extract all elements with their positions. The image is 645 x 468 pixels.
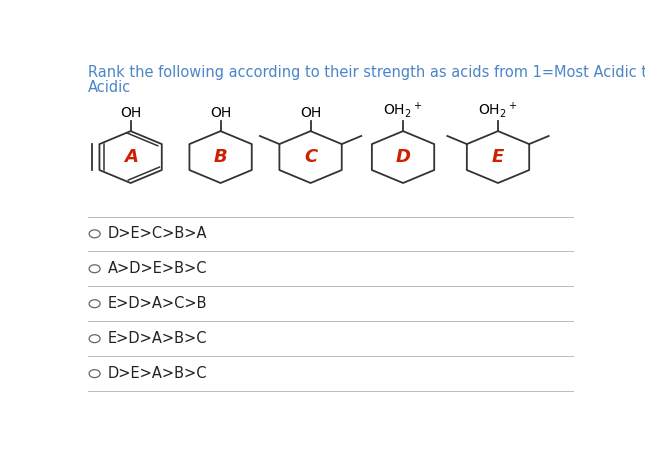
Text: E: E (492, 148, 504, 166)
Text: OH: OH (120, 106, 141, 120)
Text: OH$_2$$^+$: OH$_2$$^+$ (384, 100, 422, 120)
Text: Rank the following according to their strength as acids from 1=Most Acidic to 5 : Rank the following according to their st… (88, 65, 645, 80)
Text: C: C (304, 148, 317, 166)
Text: D>E>A>B>C: D>E>A>B>C (108, 366, 208, 381)
Text: A: A (124, 148, 137, 166)
Text: OH: OH (210, 106, 231, 120)
Text: D>E>C>B>A: D>E>C>B>A (108, 227, 208, 241)
Text: D: D (395, 148, 411, 166)
Text: OH: OH (300, 106, 321, 120)
Text: B: B (213, 148, 228, 166)
Text: OH$_2$$^+$: OH$_2$$^+$ (479, 100, 517, 120)
Text: E>D>A>C>B: E>D>A>C>B (108, 296, 208, 311)
Text: A>D>E>B>C: A>D>E>B>C (108, 261, 208, 276)
Text: E>D>A>B>C: E>D>A>B>C (108, 331, 208, 346)
Text: Acidic: Acidic (88, 80, 132, 95)
